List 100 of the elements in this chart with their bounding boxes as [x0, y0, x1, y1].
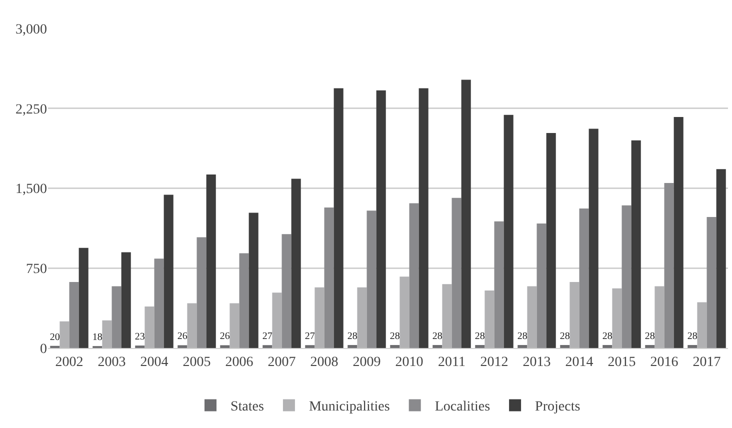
legend-label: Projects	[535, 400, 580, 415]
bar	[602, 345, 612, 348]
x-tick-label: 2006	[225, 354, 254, 370]
bar	[432, 345, 442, 348]
bar	[418, 88, 428, 348]
bar	[144, 306, 154, 348]
bar	[697, 302, 707, 348]
bar	[461, 80, 471, 348]
bar	[121, 252, 131, 348]
x-tick-label: 2015	[608, 354, 636, 370]
data-label: 26	[177, 331, 188, 342]
bar	[518, 345, 528, 348]
bar	[178, 345, 188, 348]
data-label: 28	[560, 331, 570, 342]
bar	[112, 286, 122, 348]
bar	[164, 194, 174, 348]
bar	[400, 276, 410, 348]
data-label: 28	[644, 331, 655, 342]
bar	[409, 203, 419, 348]
bar	[716, 169, 726, 348]
x-tick-label: 2002	[55, 354, 84, 370]
legend-label: Municipalities	[308, 400, 390, 415]
bar	[570, 282, 580, 348]
data-label: 27	[262, 331, 272, 342]
x-tick-label: 2017	[692, 354, 721, 370]
bar	[60, 321, 70, 348]
bar	[239, 253, 249, 348]
bar	[706, 217, 716, 348]
bar	[484, 290, 494, 348]
bar	[527, 286, 537, 348]
data-label: 26	[220, 331, 230, 342]
x-tick-label: 2013	[522, 354, 551, 370]
bar	[452, 198, 462, 348]
data-label: 28	[474, 331, 485, 342]
bar	[560, 345, 570, 348]
bar	[612, 288, 622, 348]
bar	[196, 237, 206, 348]
bar	[187, 303, 197, 348]
x-tick-label: 2011	[438, 354, 466, 370]
bar	[154, 258, 164, 348]
y-tick-label: 1,500	[16, 182, 47, 198]
bar	[588, 128, 598, 348]
x-tick-label: 2005	[182, 354, 211, 370]
x-tick-label: 2007	[268, 354, 296, 370]
x-tick-label: 2016	[650, 354, 678, 370]
bar	[674, 117, 684, 348]
bar	[664, 183, 674, 348]
bar	[366, 210, 376, 348]
bar	[248, 212, 258, 348]
y-tick-label: 0	[40, 342, 47, 357]
data-label: 20	[50, 332, 60, 343]
bar	[688, 345, 698, 348]
data-label: 28	[602, 331, 612, 342]
bar	[69, 282, 79, 348]
bar	[334, 88, 344, 348]
y-tick-label: 2,250	[16, 102, 47, 118]
bar	[504, 114, 514, 348]
bar	[376, 90, 386, 348]
x-tick-label: 2004	[140, 354, 168, 370]
bar	[291, 178, 301, 348]
bar	[631, 140, 641, 348]
bar	[314, 287, 324, 348]
bar	[654, 286, 664, 348]
bar	[230, 303, 240, 348]
bar	[272, 292, 282, 348]
data-label: 28	[390, 331, 400, 342]
bar	[390, 345, 400, 348]
bar	[442, 284, 452, 348]
y-tick-label: 750	[26, 262, 47, 278]
x-tick-label: 2008	[310, 354, 338, 370]
bar	[102, 320, 112, 348]
x-tick-label: 2009	[352, 354, 381, 370]
bar	[262, 345, 272, 348]
data-label: 28	[517, 331, 528, 342]
bar	[305, 345, 315, 348]
bar	[645, 345, 655, 348]
bar	[78, 248, 88, 348]
bar	[206, 174, 216, 348]
bar	[220, 345, 230, 348]
data-label: 28	[687, 331, 698, 342]
x-tick-label: 2003	[98, 354, 126, 370]
bar	[324, 207, 334, 348]
bar	[494, 221, 504, 348]
bar	[579, 208, 589, 348]
data-label: 28	[347, 331, 358, 342]
bar	[282, 234, 292, 348]
data-label: 27	[304, 331, 315, 342]
bar	[536, 223, 546, 348]
bar	[546, 132, 556, 348]
x-tick-label: 2010	[395, 354, 424, 370]
bar	[475, 345, 485, 348]
x-tick-label: 2012	[480, 354, 508, 370]
legend-label: States	[230, 400, 264, 415]
data-label: 23	[134, 332, 145, 343]
bar	[348, 345, 358, 348]
y-tick-label: 3,000	[16, 22, 47, 38]
x-tick-label: 2014	[565, 354, 594, 370]
data-label: 28	[432, 331, 442, 342]
bar	[622, 205, 632, 348]
legend-label: Localities	[434, 400, 490, 415]
